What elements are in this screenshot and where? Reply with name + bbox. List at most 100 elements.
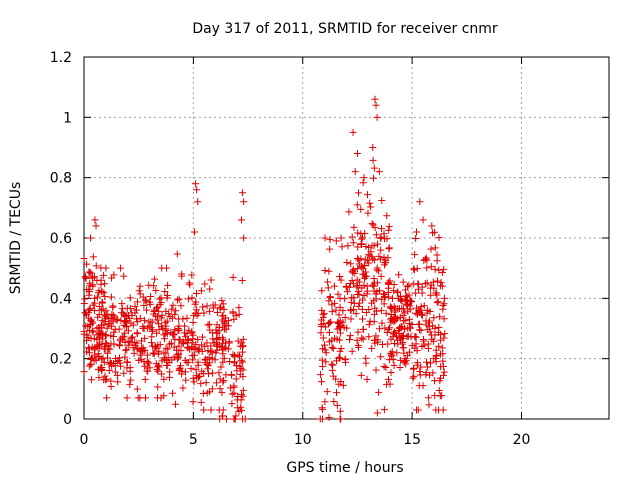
data-point — [435, 406, 443, 414]
x-tick-label: 15 — [403, 432, 421, 448]
data-point — [435, 266, 443, 274]
data-point — [219, 358, 227, 366]
data-point — [371, 95, 379, 103]
data-point — [319, 334, 327, 342]
data-point — [385, 226, 393, 234]
data-point — [326, 293, 334, 301]
data-point — [330, 398, 338, 406]
data-point — [362, 354, 370, 362]
data-point — [359, 335, 367, 343]
data-point — [121, 346, 129, 354]
data-point — [125, 341, 133, 349]
data-point — [128, 334, 136, 342]
data-point — [100, 321, 108, 329]
data-point — [355, 189, 363, 197]
data-point — [378, 197, 386, 205]
data-point — [410, 280, 418, 288]
data-point — [212, 379, 220, 387]
data-point — [344, 242, 352, 250]
data-point — [184, 336, 192, 344]
data-point — [342, 358, 350, 366]
data-point — [385, 278, 393, 286]
data-point — [361, 229, 369, 237]
data-point — [189, 331, 197, 339]
data-point — [319, 313, 327, 321]
data-point — [180, 338, 188, 346]
data-point — [394, 336, 402, 344]
data-point — [349, 266, 357, 274]
data-point — [133, 385, 141, 393]
data-point — [381, 293, 389, 301]
data-point — [351, 168, 359, 176]
data-point — [147, 339, 155, 347]
data-point — [343, 324, 351, 332]
data-point — [115, 354, 123, 362]
data-point — [188, 343, 196, 351]
data-point — [410, 365, 418, 373]
data-point — [402, 292, 410, 300]
data-point — [239, 358, 247, 366]
data-point — [373, 266, 381, 274]
data-point — [107, 383, 115, 391]
data-point — [143, 306, 151, 314]
data-point — [359, 325, 367, 333]
data-point — [427, 291, 435, 299]
data-point — [200, 406, 208, 414]
data-point — [336, 347, 344, 355]
data-point — [416, 198, 424, 206]
data-point — [188, 271, 196, 279]
data-point — [382, 309, 390, 317]
data-point — [175, 365, 183, 373]
data-point — [423, 264, 431, 272]
data-point — [423, 358, 431, 366]
data-point — [420, 341, 428, 349]
data-point — [239, 189, 247, 197]
data-point — [384, 289, 392, 297]
data-point — [431, 331, 439, 339]
data-point — [233, 362, 241, 370]
data-point — [339, 381, 347, 389]
data-point — [439, 350, 447, 358]
data-point — [353, 201, 361, 209]
data-point — [170, 343, 178, 351]
data-point — [98, 317, 106, 325]
data-point — [235, 304, 243, 312]
data-point — [199, 303, 207, 311]
data-point — [380, 363, 388, 371]
data-point — [92, 222, 100, 230]
data-point — [372, 332, 380, 340]
data-point — [406, 319, 414, 327]
data-point — [399, 312, 407, 320]
data-point — [342, 282, 350, 290]
data-point — [390, 328, 398, 336]
y-tick-label: 0.6 — [50, 231, 72, 247]
data-point — [369, 221, 377, 229]
data-point — [207, 276, 215, 284]
data-point — [89, 282, 97, 290]
data-point — [348, 293, 356, 301]
data-point — [238, 343, 246, 351]
data-point — [370, 297, 378, 305]
data-point — [192, 340, 200, 348]
data-point — [328, 360, 336, 368]
data-point — [406, 302, 414, 310]
data-point — [151, 275, 159, 283]
data-point — [435, 342, 443, 350]
data-point — [146, 300, 154, 308]
data-point — [174, 351, 182, 359]
data-point — [415, 285, 423, 293]
data-point — [326, 319, 334, 327]
data-point — [95, 341, 103, 349]
data-point — [237, 403, 245, 411]
data-point — [86, 268, 94, 276]
data-point — [81, 273, 89, 281]
data-point — [178, 370, 186, 378]
data-point — [416, 367, 424, 375]
data-point — [83, 260, 91, 268]
data-point — [437, 363, 445, 371]
data-point — [111, 368, 119, 376]
data-point — [401, 296, 409, 304]
data-point — [85, 306, 93, 314]
data-point — [216, 304, 224, 312]
